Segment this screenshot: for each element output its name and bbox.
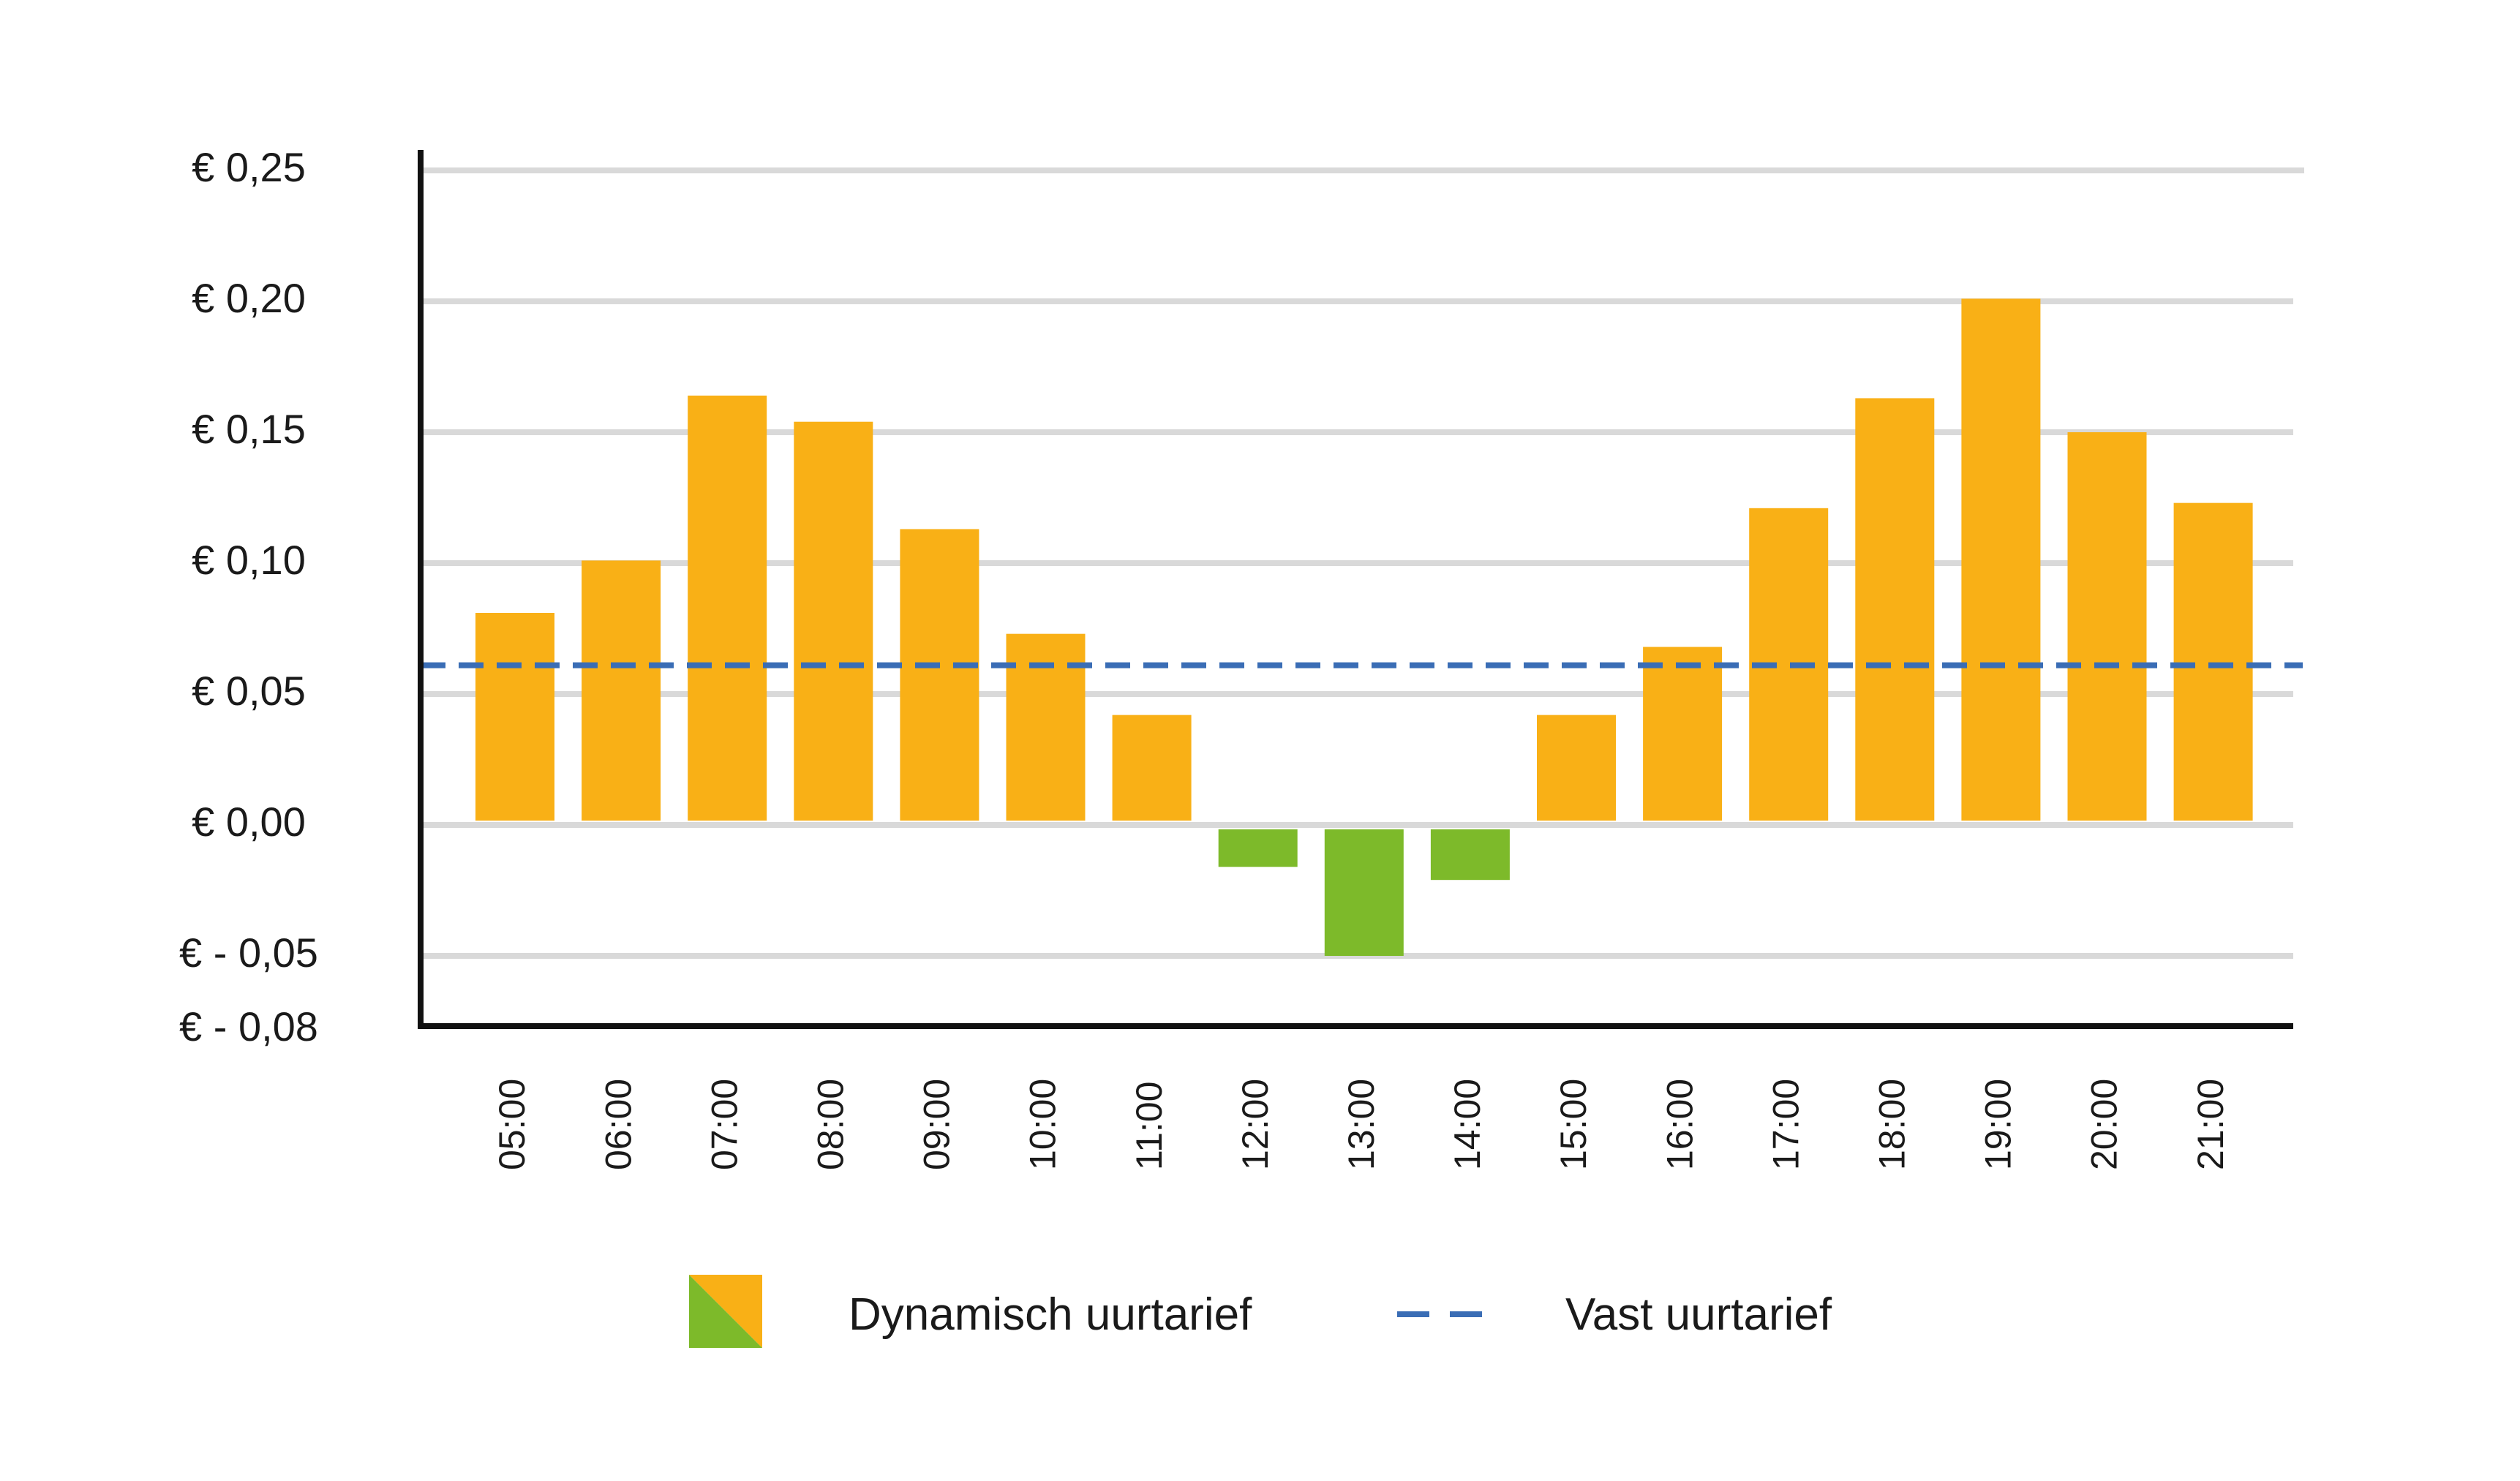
bar xyxy=(688,395,767,821)
x-tick-label: 09:00 xyxy=(917,1079,958,1170)
legend-label-fixed: Vast uurtarief xyxy=(1565,1289,1832,1340)
bar xyxy=(1430,829,1510,881)
bar xyxy=(475,613,554,821)
bar xyxy=(1112,715,1192,821)
y-tick-label: € - 0,08 xyxy=(179,1003,318,1049)
x-tick-label: 13:00 xyxy=(1341,1079,1382,1170)
y-tick-label: € 0,25 xyxy=(192,144,306,190)
x-tick-label: 12:00 xyxy=(1235,1079,1276,1170)
bar xyxy=(1643,647,1723,821)
x-tick-label: 18:00 xyxy=(1872,1079,1913,1170)
legend-dynamic-swatch xyxy=(689,1275,762,1348)
bar xyxy=(1961,298,2041,821)
bar xyxy=(1537,715,1616,821)
x-tick-label: 11:00 xyxy=(1129,1082,1170,1170)
legend: Dynamisch uurtarief Vast uurtarief xyxy=(689,1275,1832,1348)
x-tick-label: 05:00 xyxy=(492,1079,533,1170)
x-tick-label: 16:00 xyxy=(1659,1079,1700,1170)
y-tick-label: € 0,20 xyxy=(192,275,306,321)
x-tick-label: 15:00 xyxy=(1553,1079,1594,1170)
bar xyxy=(1218,829,1298,867)
x-tick-label: 19:00 xyxy=(1978,1079,2019,1170)
y-tick-label: € - 0,05 xyxy=(179,930,318,976)
bar xyxy=(1324,829,1404,956)
x-tick-label: 21:00 xyxy=(2190,1079,2231,1170)
bars xyxy=(475,298,2253,956)
x-tick-label: 20:00 xyxy=(2084,1079,2125,1170)
legend-label-dynamic: Dynamisch uurtarief xyxy=(849,1289,1252,1340)
x-tick-label: 14:00 xyxy=(1447,1079,1488,1170)
bar xyxy=(2067,432,2147,821)
y-tick-label: € 0,00 xyxy=(192,799,306,845)
x-tick-label: 07:00 xyxy=(704,1079,745,1170)
axes xyxy=(418,150,2293,1029)
bar xyxy=(900,529,979,821)
y-tick-label: € 0,15 xyxy=(192,406,306,452)
x-tick-label: 10:00 xyxy=(1023,1079,1064,1170)
bar xyxy=(1855,398,1935,821)
x-tick-label: 08:00 xyxy=(810,1079,851,1170)
x-tick-label: 06:00 xyxy=(598,1079,639,1170)
legend-swatch-green xyxy=(689,1275,762,1348)
bar xyxy=(582,560,661,821)
bar xyxy=(2173,502,2253,821)
y-tick-label: € 0,05 xyxy=(192,668,306,714)
x-tick-labels: 05:00 06:00 07:00 08:00 09:00 10:00 11:00 12:00… xyxy=(492,1079,2231,1170)
bar xyxy=(1006,633,1086,821)
x-tick-label: 17:00 xyxy=(1765,1079,1806,1170)
bar xyxy=(794,421,873,821)
y-tick-labels: € 0,25 € 0,20 € 0,15 € 0,10 € 0,05 € 0,00 € - … xyxy=(179,144,318,1049)
y-tick-label: € 0,10 xyxy=(192,537,306,583)
